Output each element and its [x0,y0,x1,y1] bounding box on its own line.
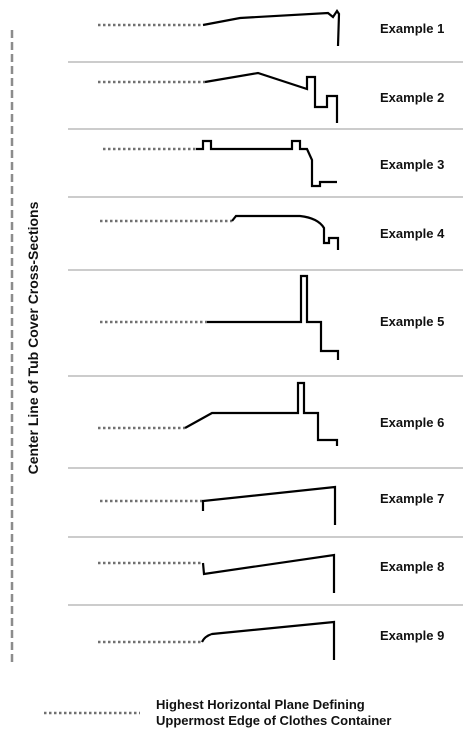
example-8-label: Example 8 [380,559,444,574]
example-8-profile: Example 8 [98,553,444,593]
example-9-label: Example 9 [380,628,444,643]
example-5-label: Example 5 [380,314,444,329]
legend: Highest Horizontal Plane Defining Upperm… [44,697,391,728]
cross-section-line [204,71,339,123]
example-3-label: Example 3 [380,157,444,172]
example-1-label: Example 1 [380,21,444,36]
example-7-profile: Example 7 [100,485,444,525]
example-3-profile: Example 3 [103,139,444,188]
cross-section-line [196,139,337,188]
legend-line-2: Uppermost Edge of Clothes Container [156,713,391,728]
example-4-label: Example 4 [380,226,445,241]
example-2-profile: Example 2 [98,71,444,123]
cross-section-line [184,381,339,446]
example-6-profile: Example 6 [98,381,444,446]
example-4-profile: Example 4 [100,214,445,250]
cross-section-line [201,485,337,525]
example-6-label: Example 6 [380,415,444,430]
cross-section-line [201,620,336,660]
cross-section-line [207,274,340,360]
cross-section-line [231,214,340,250]
example-2-label: Example 2 [380,90,444,105]
example-9-profile: Example 9 [98,620,444,660]
cross-section-line [202,9,341,47]
center-line-label: Center Line of Tub Cover Cross-Sections [25,201,41,474]
example-1-profile: Example 1 [98,9,444,47]
example-5-profile: Example 5 [100,274,444,360]
legend-line-1: Highest Horizontal Plane Defining [156,697,365,712]
row-separators [68,61,463,606]
example-7-label: Example 7 [380,491,444,506]
cross-section-line [201,553,336,593]
